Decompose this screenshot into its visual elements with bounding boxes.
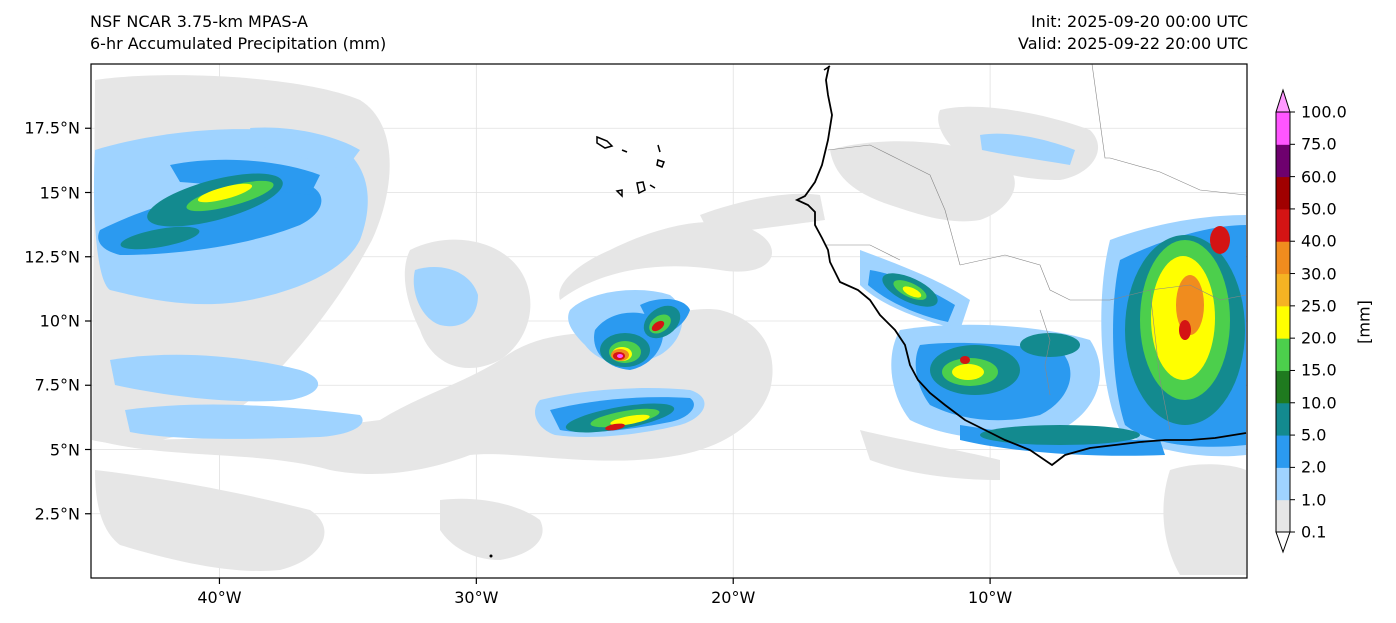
colorbar-level-label: 100.0 xyxy=(1301,102,1347,122)
lon-label: 30°W xyxy=(454,588,499,607)
colorbar-segment xyxy=(1276,402,1290,436)
colorbar-level-label: 20.0 xyxy=(1301,328,1337,348)
colorbar-level-label: 40.0 xyxy=(1301,231,1337,251)
colorbar-segment xyxy=(1276,144,1290,178)
country-borders xyxy=(825,64,1247,431)
colorbar-segment xyxy=(1276,241,1290,275)
colorbar-level-label: 50.0 xyxy=(1301,199,1337,219)
colorbar-level-label: 25.0 xyxy=(1301,296,1337,316)
lon-label: 40°W xyxy=(197,588,242,607)
colorbar-level-label: 30.0 xyxy=(1301,264,1337,284)
colorbar-level-label: 2.0 xyxy=(1301,457,1327,477)
model-name: NSF NCAR 3.75-km MPAS-A xyxy=(90,12,308,31)
lat-label: 5°N xyxy=(49,440,80,459)
lat-label: 2.5°N xyxy=(34,504,80,524)
colorbar-level-label: 5.0 xyxy=(1301,425,1327,445)
lat-label: 7.5°N xyxy=(34,375,80,395)
colorbar-over-arrow xyxy=(1275,88,1291,113)
field-name: 6-hr Accumulated Precipitation (mm) xyxy=(90,34,387,53)
colorbar-segment xyxy=(1276,370,1290,404)
axis-ticks xyxy=(85,127,991,584)
lat-label: 12.5°N xyxy=(24,247,80,267)
colorbar-under-arrow xyxy=(1275,531,1291,554)
colorbar-level-label: 75.0 xyxy=(1301,134,1337,154)
colorbar-segment xyxy=(1276,273,1290,307)
island-dot xyxy=(489,554,493,558)
colorbar-segment xyxy=(1276,208,1290,242)
colorbar-segment xyxy=(1276,499,1290,533)
colorbar-level-label: 0.1 xyxy=(1301,522,1327,542)
lat-label: 17.5°N xyxy=(24,118,80,138)
precip-cores xyxy=(605,226,1230,431)
geography xyxy=(489,64,1247,558)
colorbar-level-label: 1.0 xyxy=(1301,490,1327,510)
precip-field xyxy=(92,75,1246,575)
colorbar-segment xyxy=(1276,176,1290,210)
colorbar-segment xyxy=(1276,435,1290,468)
colorbar-level-label: 60.0 xyxy=(1301,167,1337,187)
title-left: NSF NCAR 3.75-km MPAS-A 6-hr Accumulated… xyxy=(90,11,386,55)
colorbar-segment xyxy=(1276,467,1290,501)
colorbar-segment xyxy=(1276,338,1290,371)
title-right: Init: 2025-09-20 00:00 UTC Valid: 2025-0… xyxy=(1018,11,1248,55)
lat-label: 15°N xyxy=(39,183,80,202)
coastline xyxy=(794,65,1247,467)
islands xyxy=(596,65,831,198)
colorbar-level-label: 15.0 xyxy=(1301,360,1337,380)
init-time: Init: 2025-09-20 00:00 UTC xyxy=(1030,12,1248,31)
colorbar xyxy=(1275,88,1295,554)
lon-label: 10°W xyxy=(968,588,1013,607)
valid-time: Valid: 2025-09-22 20:00 UTC xyxy=(1017,34,1248,53)
lon-label: 20°W xyxy=(711,588,756,607)
colorbar-unit-label: [mm] xyxy=(1354,300,1374,344)
lat-label: 10°N xyxy=(39,311,80,331)
colorbar-outline xyxy=(1275,111,1291,533)
colorbar-segment xyxy=(1276,305,1290,339)
colorbar-segment xyxy=(1276,112,1290,145)
colorbar-level-label: 10.0 xyxy=(1301,393,1337,413)
